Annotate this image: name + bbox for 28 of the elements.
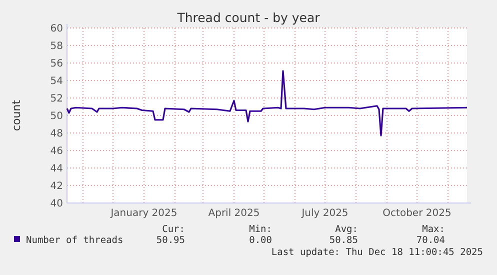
text: Last update: Thu Dec 18 11:00:45 2025 (271, 247, 483, 258)
x-tick-label: July 2025 (300, 208, 348, 219)
line-series (66, 70, 468, 136)
y-tick-label: 52 (50, 94, 63, 104)
y-tick-label: 58 (50, 41, 63, 52)
y-tick-label: 44 (50, 164, 63, 174)
text: Min: (249, 224, 272, 235)
x-tick-label: April 2025 (208, 208, 260, 219)
text: 50.95 (156, 235, 185, 246)
y-axis-title: count (10, 99, 23, 132)
y-tick-label: 48 (50, 128, 63, 140)
y-tick-label: 50 (50, 111, 63, 122)
text: Avg: (335, 224, 358, 235)
text: 50.85 (329, 235, 358, 246)
text: 0.00 (249, 235, 272, 246)
y-tick-label: 60 (50, 24, 63, 34)
chart-title: Thread count - by year (176, 10, 321, 25)
text: Max: (422, 224, 445, 235)
y-tick-label: 46 (50, 146, 63, 157)
y-tick-label: 54 (50, 76, 63, 87)
text: 70.04 (416, 235, 446, 246)
y-tick-label: 56 (50, 58, 63, 70)
y-tick-label: 42 (50, 181, 63, 192)
text: Cur: (162, 224, 185, 235)
y-tick-label: 40 (50, 198, 63, 210)
x-tick-label: January 2025 (110, 208, 178, 219)
legend-label: Number of threads (26, 235, 124, 246)
x-tick-label: October 2025 (382, 208, 452, 219)
